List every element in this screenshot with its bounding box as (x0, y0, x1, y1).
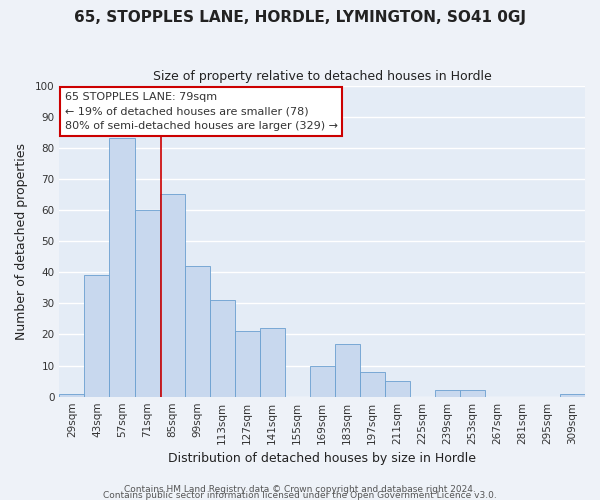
Title: Size of property relative to detached houses in Hordle: Size of property relative to detached ho… (153, 70, 491, 83)
Bar (385, 381, 410, 396)
Bar (435, 390, 460, 396)
Text: Contains HM Land Registry data © Crown copyright and database right 2024.: Contains HM Land Registry data © Crown c… (124, 484, 476, 494)
X-axis label: Distribution of detached houses by size in Hordle: Distribution of detached houses by size … (168, 452, 476, 465)
Bar (109, 138, 134, 396)
Bar (460, 390, 485, 396)
Text: 65, STOPPLES LANE, HORDLE, LYMINGTON, SO41 0GJ: 65, STOPPLES LANE, HORDLE, LYMINGTON, SO… (74, 10, 526, 25)
Bar (185, 266, 209, 396)
Bar (560, 394, 585, 396)
Bar (260, 328, 284, 396)
Y-axis label: Number of detached properties: Number of detached properties (15, 142, 28, 340)
Bar (160, 194, 185, 396)
Bar (235, 332, 260, 396)
Bar (310, 366, 335, 396)
Bar (85, 276, 109, 396)
Text: Contains public sector information licensed under the Open Government Licence v3: Contains public sector information licen… (103, 490, 497, 500)
Bar (134, 210, 160, 396)
Bar (59, 394, 85, 396)
Bar (360, 372, 385, 396)
Bar (209, 300, 235, 396)
Bar (335, 344, 360, 397)
Text: 65 STOPPLES LANE: 79sqm
← 19% of detached houses are smaller (78)
80% of semi-de: 65 STOPPLES LANE: 79sqm ← 19% of detache… (65, 92, 338, 132)
